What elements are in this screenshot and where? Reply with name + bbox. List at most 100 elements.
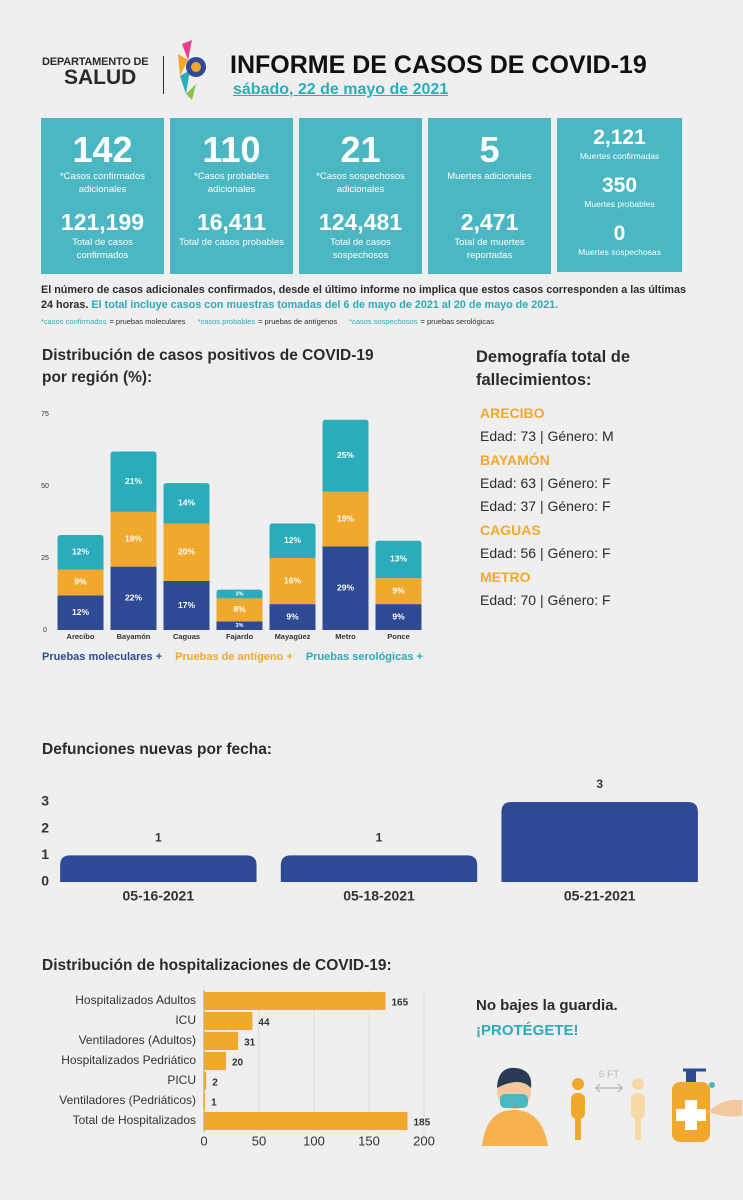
- bar-segment: [375, 604, 422, 630]
- region-name: CAGUAS: [480, 522, 541, 538]
- y-tick-label: Hospitalizados Pedriático: [61, 1053, 196, 1067]
- y-tick-label: 2: [41, 819, 49, 835]
- death-item: 2,121 Muertes confirmadas: [557, 126, 682, 162]
- bar-segment: [216, 589, 263, 599]
- value-label: 44: [258, 1018, 270, 1029]
- y-tick-label: ICU: [175, 1013, 196, 1027]
- bar-segment: [57, 534, 104, 570]
- logo-piece: [180, 70, 190, 94]
- note-highlight: El total incluye casos con muestras toma…: [91, 299, 559, 311]
- death-value: 350: [601, 174, 638, 197]
- stat-value: 21: [340, 129, 381, 170]
- stat-label: *Casos sospechosos adicionales: [316, 171, 405, 195]
- value-label: 29%: [337, 582, 354, 592]
- y-tick-label: 1: [41, 846, 49, 862]
- value-label: 1: [376, 831, 383, 845]
- y-tick-label: Hospitalizados Adultos: [75, 993, 196, 1007]
- x-tick-label: Fajardo: [226, 632, 254, 641]
- legend-entry: Pruebas serológicas +: [305, 651, 423, 663]
- death-value: 0: [613, 222, 626, 245]
- figure-legs: [575, 1115, 581, 1140]
- y-tick-label: Total de Hospitalizados: [73, 1113, 196, 1127]
- death-label: Muertes confirmadas: [579, 151, 660, 161]
- person-hair: [497, 1067, 532, 1088]
- x-tick-label: Metro: [335, 632, 356, 641]
- hand: [708, 1099, 742, 1117]
- y-tick-label: 25: [41, 555, 49, 562]
- bar: [60, 855, 257, 882]
- stat-card: 110 *Casos probables adicionales 16,411 Tot…: [170, 118, 293, 274]
- legend: Pruebas moleculares + Pruebas de antígeno…: [42, 651, 423, 663]
- person-mask: [500, 1094, 528, 1108]
- chart-title: Distribución de hospitalizaciones de COV…: [42, 957, 392, 974]
- y-tick-label: PICU: [167, 1073, 196, 1087]
- demography-title: Demografía total de fallecimientos:: [476, 348, 631, 389]
- bar-segment: [57, 595, 104, 630]
- x-tick-label: Caguas: [173, 632, 200, 641]
- distance-arrow: [594, 1083, 601, 1093]
- legend-entry: Pruebas de antígeno +: [175, 651, 293, 663]
- value-label: 19%: [125, 534, 142, 544]
- x-tick-label: 05-18-2021: [343, 888, 415, 904]
- department-line2: SALUD: [64, 66, 137, 89]
- abbr-def: = pruebas de antígenos: [258, 317, 338, 326]
- stat-card: 21 *Casos sospechosos adicionales 124,481 T…: [299, 118, 422, 274]
- value-label: 9%: [74, 577, 87, 587]
- x-tick-label: 05-21-2021: [564, 888, 636, 904]
- demography-list: ARECIBO Edad: 73 | Género: M BAYAMÓN Edad: …: [480, 402, 614, 612]
- stat-label: *Casos probables adicionales: [194, 171, 269, 195]
- value-label: 165: [392, 998, 409, 1009]
- death-label: Muertes sospechosas: [578, 247, 661, 257]
- value-label: 3: [596, 777, 603, 791]
- bar-segment: [57, 569, 104, 596]
- region-name: ARECIBO: [480, 405, 545, 421]
- illustration: 6 FT: [482, 1067, 742, 1146]
- stat-value: 5: [479, 129, 500, 170]
- death-entry: Edad: 56 | Género: F: [480, 545, 611, 561]
- report-date: sábado, 22 de mayo de 2021: [233, 81, 449, 98]
- x-tick-label: Bayamón: [117, 632, 151, 641]
- value-label: 19%: [337, 513, 354, 523]
- bar: [204, 992, 386, 1010]
- abbr-term: *casos confirmados: [41, 317, 107, 326]
- value-label: 9%: [392, 585, 405, 595]
- person-body: [482, 1110, 548, 1146]
- bar-segment: [375, 578, 422, 605]
- x-tick-label: Ponce: [387, 632, 410, 641]
- value-label: 2: [212, 1078, 218, 1089]
- bar-segment: [322, 491, 369, 547]
- x-tick-label: Arecibo: [67, 632, 95, 641]
- report-title: INFORME DE CASOS DE COVID-19: [230, 51, 647, 79]
- death-entry: Edad: 37 | Género: F: [480, 498, 611, 514]
- bar: [204, 1012, 253, 1030]
- abbr-def: = pruebas serológicas: [420, 317, 495, 326]
- stat-total-label: Total de casos sospechosos: [330, 237, 391, 261]
- bar-segment: [322, 419, 369, 492]
- abbreviations: *casos confirmados = pruebas moleculares *…: [41, 317, 494, 326]
- stat-card: 5 Muertes adicionales 2,471 Total de muerte…: [428, 118, 551, 274]
- value-label: 9%: [286, 611, 299, 621]
- notes: El número de casos adicionales confirmad…: [41, 283, 691, 313]
- stat-total: 124,481: [318, 209, 403, 235]
- stat-total: 121,199: [60, 209, 145, 235]
- y-tick-label: Ventiladores (Pedriáticos): [59, 1093, 196, 1107]
- x-tick-label: 200: [413, 1133, 435, 1148]
- value-label: 25%: [337, 450, 354, 460]
- bar: [204, 1072, 207, 1090]
- x-tick-label: 05-16-2021: [123, 888, 195, 904]
- abbr-term: *casos sospechosos: [349, 317, 418, 326]
- bar-segment: [375, 540, 422, 579]
- stat-card: 142 *Casos confirmados adicionales 121,199…: [41, 118, 164, 274]
- bar-segment: [269, 604, 316, 630]
- x-tick-label: 100: [303, 1133, 325, 1148]
- logo-seal: [191, 62, 201, 72]
- abbr-def: = pruebas moleculares: [109, 317, 186, 326]
- drop: [709, 1082, 715, 1088]
- stat-label: *Casos confirmados adicionales: [59, 171, 145, 195]
- y-tick-label: 0: [43, 627, 47, 634]
- death-entry: Edad: 73 | Género: M: [480, 428, 614, 444]
- death-label: Muertes probables: [584, 199, 655, 209]
- stat-label: Muertes adicionales: [447, 171, 532, 182]
- value-label: 20%: [178, 546, 195, 556]
